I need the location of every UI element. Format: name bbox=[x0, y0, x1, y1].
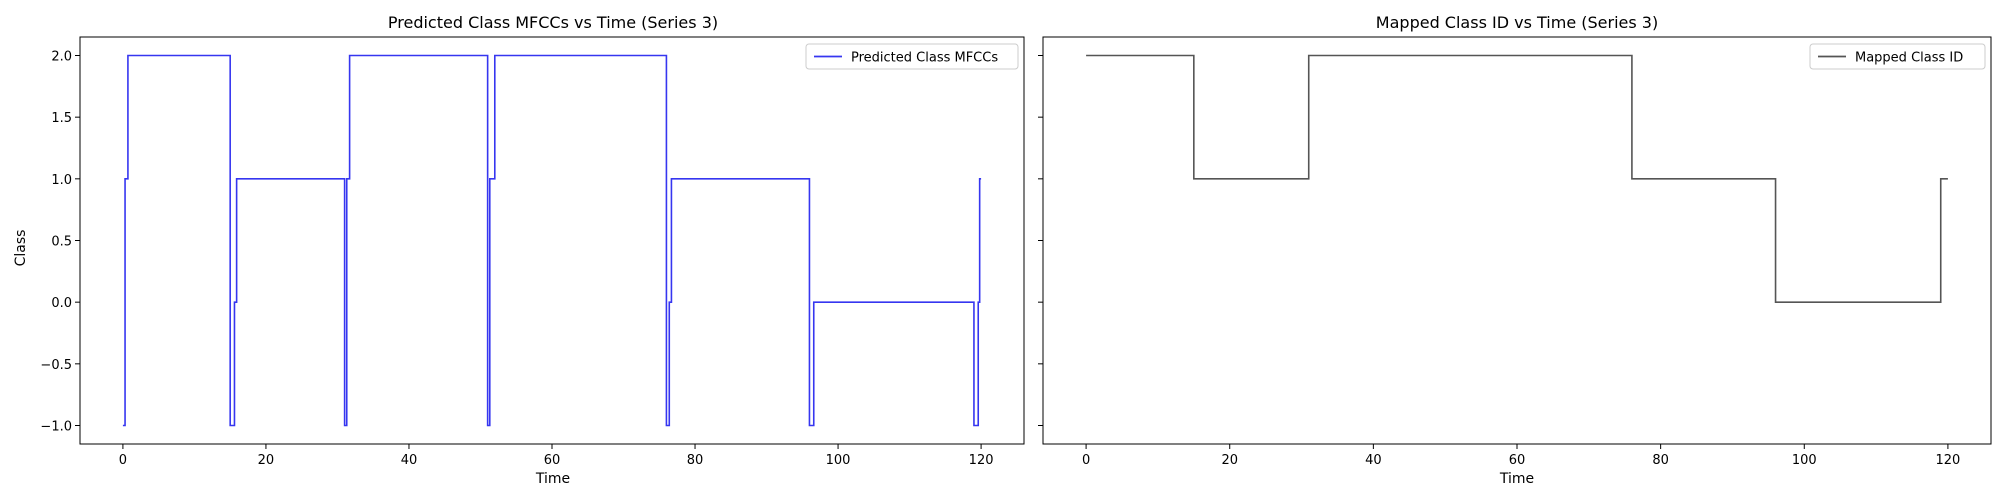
chart-title-left: Predicted Class MFCCs vs Time (Series 3) bbox=[388, 13, 718, 32]
legend-box-left bbox=[805, 43, 1019, 70]
x-tick-label-right: 120 bbox=[1935, 453, 1960, 468]
x-axis-label-left: Time bbox=[535, 471, 570, 487]
y-tick-label-left: −1.0 bbox=[40, 420, 72, 435]
y-tick-label-left: 2.0 bbox=[51, 50, 72, 65]
plot-area-left: 0 20 40 60 80 100 120 −1.0 −0.5 0.0 0.5 1.0 1.5 2.0 Pr… bbox=[40, 36, 1025, 468]
x-tick-label-right: 60 bbox=[1509, 453, 1526, 468]
y-axis-label-left: Class bbox=[13, 230, 29, 267]
x-tick-label-left: 60 bbox=[544, 453, 561, 468]
x-tick-label-right: 40 bbox=[1365, 453, 1382, 468]
series-line-right bbox=[1086, 54, 1948, 303]
x-tick-label-left: 120 bbox=[969, 453, 994, 468]
subplot-mapped-class: Mapped Class ID vs Time (Series 3) 0 20 40… bbox=[1038, 13, 1992, 487]
x-tick-label-left: 40 bbox=[401, 453, 418, 468]
x-tick-label-left: 80 bbox=[687, 453, 704, 468]
axes-frame-right bbox=[1042, 36, 1992, 445]
subplot-predicted-class: Predicted Class MFCCs vs Time (Series 3)… bbox=[13, 13, 1025, 487]
chart-title-right: Mapped Class ID vs Time (Series 3) bbox=[1376, 13, 1658, 32]
legend-box-right bbox=[1809, 43, 1986, 70]
legend-label-right: Mapped Class ID bbox=[1855, 51, 1963, 66]
y-tick-label-left: 1.0 bbox=[51, 173, 72, 188]
x-tick-label-left: 0 bbox=[119, 453, 127, 468]
y-tick-label-left: 0.5 bbox=[51, 235, 72, 250]
plot-area-right: 0 20 40 60 80 100 120 Mapped Class ID bbox=[1038, 36, 1992, 468]
y-tick-label-left: 0.0 bbox=[51, 296, 72, 311]
legend-label-left: Predicted Class MFCCs bbox=[851, 51, 998, 66]
y-tick-label-left: −0.5 bbox=[40, 358, 72, 373]
series-line-left bbox=[122, 54, 982, 427]
y-tick-label-left: 1.5 bbox=[51, 111, 72, 126]
x-tick-label-right: 0 bbox=[1082, 453, 1090, 468]
x-tick-label-right: 20 bbox=[1221, 453, 1238, 468]
x-tick-label-right: 100 bbox=[1792, 453, 1817, 468]
x-tick-label-left: 100 bbox=[826, 453, 851, 468]
x-axis-label-right: Time bbox=[1499, 471, 1534, 487]
x-tick-label-right: 80 bbox=[1652, 453, 1669, 468]
x-tick-label-left: 20 bbox=[258, 453, 275, 468]
axes-frame-left bbox=[79, 36, 1025, 445]
legend-right: Mapped Class ID bbox=[1809, 43, 1986, 70]
legend-left: Predicted Class MFCCs bbox=[805, 43, 1019, 70]
